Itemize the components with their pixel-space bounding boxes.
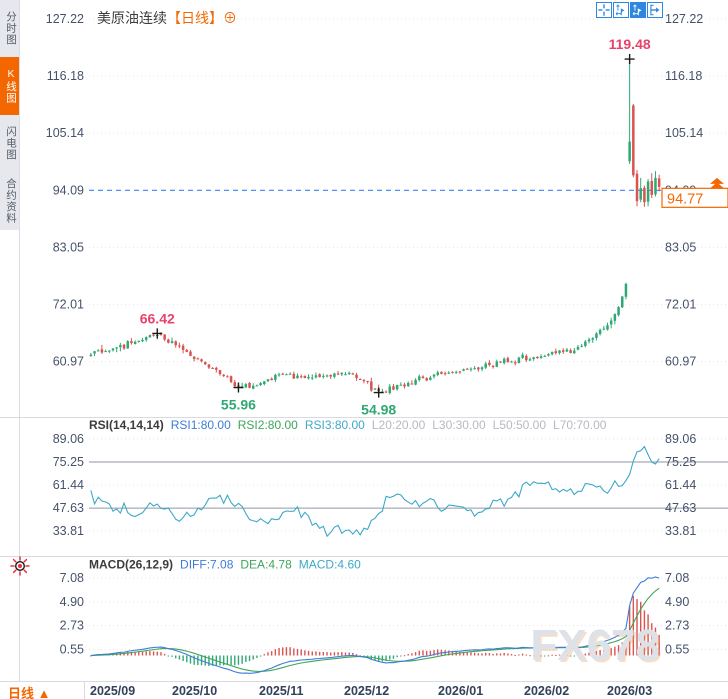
svg-text:4.90: 4.90: [60, 595, 84, 609]
svg-text:72.01: 72.01: [53, 298, 84, 312]
svg-text:RSI(14,14,14): RSI(14,14,14): [89, 418, 164, 432]
svg-text:RSI2:80.00: RSI2:80.00: [238, 418, 298, 432]
svg-text:33.81: 33.81: [665, 524, 696, 538]
svg-text:7.08: 7.08: [60, 571, 84, 585]
svg-text:0.55: 0.55: [60, 642, 84, 656]
svg-text:2.73: 2.73: [60, 619, 84, 633]
svg-text:61.44: 61.44: [53, 478, 84, 492]
svg-text:L70:70.00: L70:70.00: [553, 418, 607, 432]
svg-text:47.63: 47.63: [665, 501, 696, 515]
svg-text:55.96: 55.96: [221, 397, 256, 413]
svg-text:75.25: 75.25: [665, 455, 696, 469]
svg-text:116.18: 116.18: [665, 69, 702, 83]
svg-text:L30:30.00: L30:30.00: [432, 418, 486, 432]
svg-text:60.97: 60.97: [53, 355, 84, 369]
svg-text:72.01: 72.01: [665, 298, 696, 312]
svg-text:DIFF:7.08: DIFF:7.08: [180, 558, 234, 572]
svg-text:89.06: 89.06: [53, 432, 84, 446]
svg-text:119.48: 119.48: [609, 36, 651, 52]
svg-text:RSI1:80.00: RSI1:80.00: [171, 418, 231, 432]
svg-text:94.09: 94.09: [53, 183, 84, 197]
svg-text:54.98: 54.98: [361, 402, 396, 418]
svg-text:116.18: 116.18: [47, 69, 84, 83]
svg-text:61.44: 61.44: [665, 478, 696, 492]
svg-text:83.05: 83.05: [665, 240, 696, 254]
svg-text:L20:20.00: L20:20.00: [372, 418, 426, 432]
svg-text:127.22: 127.22: [665, 12, 703, 26]
svg-text:60.97: 60.97: [665, 355, 696, 369]
svg-text:RSI3:80.00: RSI3:80.00: [305, 418, 365, 432]
svg-text:105.14: 105.14: [46, 126, 84, 140]
svg-text:33.81: 33.81: [53, 524, 84, 538]
svg-text:FX678: FX678: [530, 621, 660, 670]
svg-text:4.90: 4.90: [665, 595, 689, 609]
svg-text:127.22: 127.22: [46, 12, 84, 26]
svg-text:7.08: 7.08: [665, 571, 689, 585]
svg-text:83.05: 83.05: [53, 240, 84, 254]
svg-text:2.73: 2.73: [665, 619, 689, 633]
svg-text:89.06: 89.06: [665, 432, 696, 446]
svg-text:0.55: 0.55: [665, 642, 689, 656]
svg-text:L50:50.00: L50:50.00: [493, 418, 547, 432]
svg-text:75.25: 75.25: [53, 455, 84, 469]
svg-text:MACD(26,12,9): MACD(26,12,9): [89, 558, 173, 572]
svg-text:94.77: 94.77: [667, 191, 703, 207]
svg-text:66.42: 66.42: [140, 310, 175, 326]
svg-text:DEA:4.78: DEA:4.78: [240, 558, 292, 572]
svg-text:47.63: 47.63: [53, 501, 84, 515]
svg-text:105.14: 105.14: [665, 126, 703, 140]
svg-text:MACD:4.60: MACD:4.60: [299, 558, 361, 572]
